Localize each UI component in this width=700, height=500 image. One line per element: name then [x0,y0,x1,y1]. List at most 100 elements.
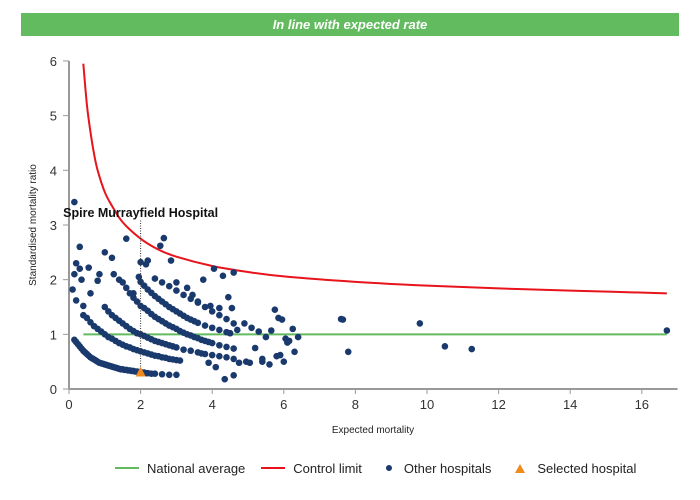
hospital-point [210,265,218,273]
hospital-point [69,286,76,293]
hospital-point [160,234,168,242]
hospital-point [173,279,180,286]
hospital-point [72,259,80,267]
hospital-point [230,345,237,352]
hospital-point [225,293,232,301]
hospital-point [208,339,216,347]
legend-item-other-hospitals: Other hospitals [378,461,491,476]
hospital-point [71,198,78,206]
hospital-point [230,355,237,363]
hospital-point [201,322,209,329]
hospital-point [85,264,92,271]
hospital-point [72,297,80,304]
hospital-point [110,270,118,278]
hospital-point [271,306,279,314]
hospital-point [267,327,275,334]
hospital-point [246,359,254,367]
hospital-point [223,315,230,323]
y-tick-label: 0 [50,382,57,397]
hospital-point [241,320,248,327]
control-limit-line-icon [261,467,286,469]
hospital-point [165,371,173,379]
hospital-point [441,343,449,350]
hospital-point [284,339,291,346]
reference-lines [82,63,667,336]
hospital-point [176,357,184,364]
hospital-point [233,326,241,334]
y-tick-label: 1 [50,327,57,342]
hospital-point [262,333,270,341]
legend-label: Selected hospital [537,460,637,476]
hospital-point [187,347,195,355]
hospital-point [216,352,223,360]
national-average-line-icon [115,467,139,469]
selected-hospital: Spire Murrayfield Hospital [63,206,218,377]
hospital-point [201,303,209,311]
y-tick-label: 5 [50,109,57,124]
hospital-point [223,343,230,351]
hospital-point [71,270,78,278]
hospital-point [276,351,284,359]
hospital-point [208,324,216,332]
hospital-point [158,370,166,378]
hospital-point [135,273,143,281]
hospital-point [235,359,243,367]
hospital-point [151,370,159,377]
hospital-point [198,350,205,357]
hospital-point [248,324,255,332]
hospital-point [663,327,671,334]
hospital-point [76,265,84,273]
hospital-point [94,277,101,285]
hospital-point [96,270,103,278]
hospital-point [156,242,164,250]
x-tick-label: 0 [65,397,72,412]
x-tick-label: 2 [137,397,144,412]
hospital-point [230,320,237,327]
x-tick-label: 16 [635,397,649,412]
dot-icon [385,465,392,471]
hospital-point [219,272,227,280]
hospital-point [180,346,187,353]
hospital-point [87,290,94,297]
legend-item-national-average: National average [115,461,245,476]
hospital-point [289,325,297,333]
legend-item-selected-hospital: Selected hospital [507,461,636,476]
hospital-point [216,326,223,334]
hospital-point [208,351,216,359]
hospital-point [122,235,130,242]
hospital-point [122,284,130,292]
hospital-point [216,311,223,319]
y-tick-label: 4 [50,163,57,178]
hospital-point [78,276,85,283]
hospital-point [173,371,180,379]
hospital-point [230,372,237,379]
hospital-point [76,243,84,251]
hospital-point [280,358,288,365]
hospital-point [173,287,180,294]
x-axis-title: Expected mortality [332,425,414,436]
other-hospital-points [69,198,671,383]
hospital-point [416,320,424,327]
hospital-point [108,254,116,262]
hospital-point [223,353,230,361]
hospital-point [158,279,166,286]
hospital-point [167,257,175,264]
x-tick-label: 12 [491,397,505,412]
hospital-point [80,302,87,310]
triangle-icon [515,463,526,473]
hospital-point [173,344,180,351]
legend: National average Control limit Other hos… [115,458,652,478]
hospital-point [259,358,266,365]
hospital-point [291,348,298,356]
hospital-point [251,344,259,352]
hospital-point [208,308,216,315]
hospital-point [189,291,196,299]
hospital-point [83,314,91,322]
hospital-point [216,341,223,349]
x-tick-label: 14 [563,397,577,412]
y-axis-title: Standardised mortality ratio [28,164,39,286]
hospital-point [294,333,302,341]
legend-label: Control limit [293,460,362,476]
